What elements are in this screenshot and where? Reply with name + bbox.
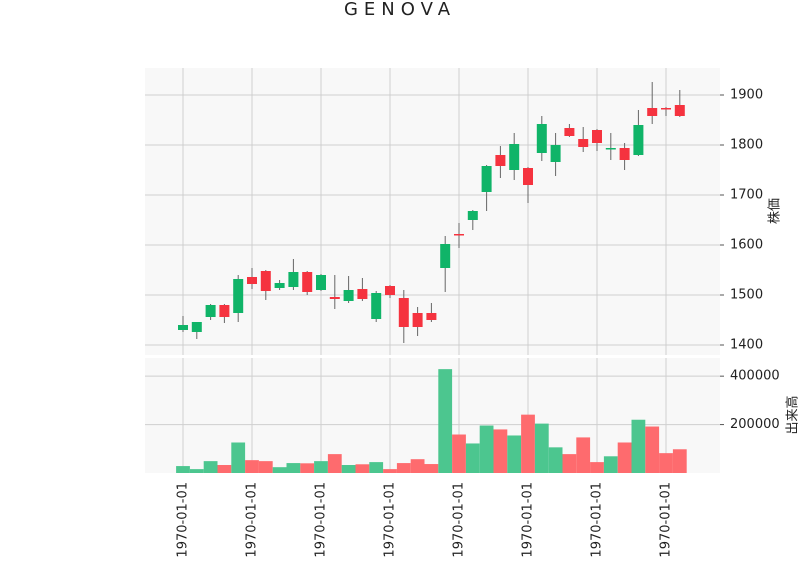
volume-bar [217, 465, 232, 473]
candle-body [385, 286, 395, 295]
volume-axis-label: 出来高 [785, 395, 800, 434]
candle-body [398, 298, 409, 327]
candle-body [329, 297, 340, 299]
volume-bar [576, 437, 591, 473]
volume-bar [590, 462, 604, 473]
y-tick-label: 1600 [730, 238, 763, 253]
volume-bar [258, 461, 273, 473]
y-tick-label: 1400 [730, 338, 763, 353]
volume-bar [355, 464, 370, 473]
candle-body [191, 322, 202, 332]
volume-bar [286, 463, 301, 473]
candle-body [578, 139, 589, 147]
volume-bar [562, 454, 577, 473]
volume-bar [424, 464, 439, 473]
volume-bar [465, 443, 480, 473]
volume-bar [272, 467, 287, 473]
price-panel [145, 68, 720, 355]
volume-bar [369, 462, 384, 473]
candle-body [661, 108, 671, 110]
candle-body [605, 148, 616, 150]
x-tick-label: 1970-01-01 [521, 482, 536, 558]
y-axis-label: 株価 [768, 198, 783, 224]
volume-tick-label: 400000 [730, 369, 780, 384]
candle-body [633, 125, 644, 155]
volume-bar [231, 442, 246, 473]
x-tick-label: 1970-01-01 [659, 482, 674, 558]
volume-bar [452, 434, 466, 473]
volume-bar [203, 461, 218, 473]
volume-bar [493, 429, 508, 473]
volume-bar [507, 435, 522, 473]
candle-body [523, 168, 533, 185]
candle-body [440, 244, 451, 268]
volume-bar [245, 460, 259, 473]
candle-body [647, 108, 658, 116]
candle-body [371, 293, 382, 319]
volume-bar [659, 453, 673, 473]
x-tick-label: 1970-01-01 [314, 482, 329, 558]
volume-bar [603, 456, 618, 473]
x-tick-label: 1970-01-01 [245, 482, 260, 558]
x-tick-label: 1970-01-01 [590, 482, 605, 558]
candle-body [247, 277, 257, 284]
volume-bar [327, 454, 342, 473]
y-tick-label: 1800 [730, 138, 763, 153]
volume-bar [438, 369, 453, 473]
volume-bar [383, 469, 397, 473]
candle-body [564, 128, 575, 136]
candle-body [674, 105, 685, 116]
candle-body [550, 145, 561, 162]
candle-body [343, 290, 354, 301]
candle-body [288, 272, 299, 287]
candle-body [357, 289, 368, 299]
volume-bar [534, 423, 549, 473]
x-tick-label: 1970-01-01 [176, 482, 191, 558]
volume-bar [631, 419, 646, 473]
volume-bar [617, 442, 632, 473]
candle-body [260, 271, 271, 291]
candle-body [495, 155, 506, 166]
candle-body [426, 313, 437, 320]
volume-bar [548, 447, 563, 473]
volume-bar [300, 463, 315, 473]
x-tick-label: 1970-01-01 [383, 482, 398, 558]
candle-body [233, 279, 244, 313]
volume-bar [410, 459, 425, 473]
candle-body [316, 275, 326, 290]
candle-body [205, 305, 216, 317]
candle-body [536, 124, 547, 153]
volume-bar [189, 469, 204, 473]
y-tick-label: 1900 [730, 88, 763, 103]
candle-body [454, 234, 464, 236]
y-tick-label: 1700 [730, 188, 763, 203]
volume-bar [645, 426, 660, 473]
candle-body [509, 144, 520, 170]
candle-body [178, 325, 188, 330]
x-tick-label: 1970-01-01 [452, 482, 467, 558]
volume-tick-label: 200000 [730, 417, 780, 432]
volume-bar [396, 463, 411, 473]
volume-bar [341, 465, 356, 473]
candle-body [219, 305, 230, 317]
volume-bar [479, 425, 494, 473]
candle-body [481, 166, 492, 192]
candle-body [412, 313, 423, 327]
volume-bar [314, 461, 328, 473]
volume-bar [176, 466, 190, 473]
candle-body [302, 272, 313, 292]
candle-body [619, 148, 630, 160]
volume-bar [521, 414, 535, 473]
candle-body [274, 283, 285, 288]
chart-title: GENOVA [344, 0, 456, 20]
candle-body [592, 130, 602, 143]
candle-body [467, 211, 478, 220]
y-tick-label: 1500 [730, 288, 763, 303]
volume-bar [672, 449, 687, 473]
